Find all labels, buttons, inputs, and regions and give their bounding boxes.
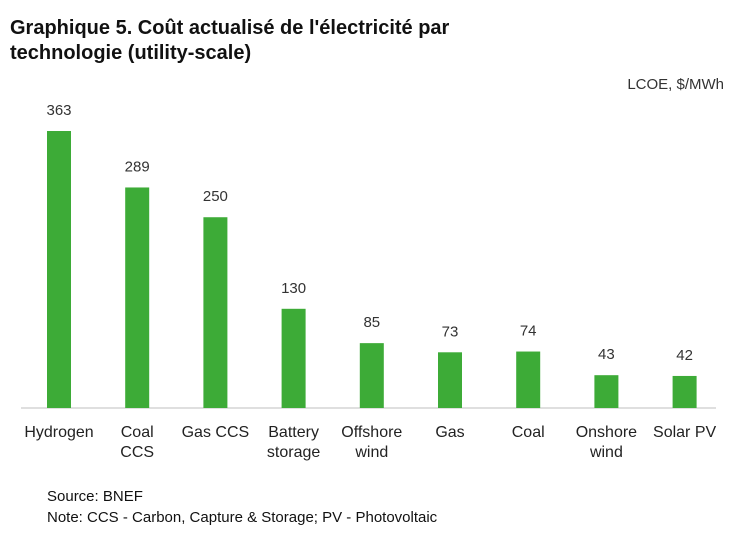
category-label-0: Hydrogen — [24, 424, 93, 441]
data-label-7: 43 — [598, 346, 615, 363]
data-label-2: 250 — [203, 188, 228, 205]
chart-footer: Source: BNEF Note: CCS - Carbon, Capture… — [47, 486, 437, 528]
data-label-4: 85 — [363, 314, 380, 331]
data-label-8: 42 — [676, 347, 693, 364]
bar-1 — [125, 187, 150, 408]
category-label-8: Solar PV — [653, 424, 716, 441]
bar-0 — [47, 131, 71, 408]
data-label-5: 73 — [442, 323, 459, 340]
category-label-5: Gas — [435, 424, 464, 441]
data-label-6: 74 — [520, 323, 537, 340]
bar-8 — [672, 375, 697, 408]
category-label-7: Onshore wind — [576, 424, 637, 461]
bar-3 — [281, 308, 306, 408]
abbreviation-note: Note: CCS - Carbon, Capture & Storage; P… — [47, 509, 438, 526]
data-label-0: 363 — [46, 102, 71, 119]
chart-title: Graphique 5. Coût actualisé de l'électri… — [10, 17, 450, 64]
bar-2 — [203, 217, 228, 408]
category-label-2: Gas CCS — [182, 424, 250, 441]
unit-label: LCOE, $/MWh — [627, 76, 724, 93]
category-label-6: Coal — [512, 424, 545, 441]
bar-7 — [594, 375, 619, 408]
category-label-1: Coal CCS — [120, 424, 154, 461]
bar-4 — [359, 343, 384, 408]
bar-6 — [516, 351, 541, 408]
bar-5 — [438, 352, 462, 408]
category-label-4: Offshore wind — [341, 424, 402, 461]
category-label-3: Battery storage — [267, 424, 320, 461]
source-note: Source: BNEF — [47, 488, 143, 505]
data-label-1: 289 — [125, 158, 150, 175]
data-label-3: 130 — [281, 280, 306, 297]
